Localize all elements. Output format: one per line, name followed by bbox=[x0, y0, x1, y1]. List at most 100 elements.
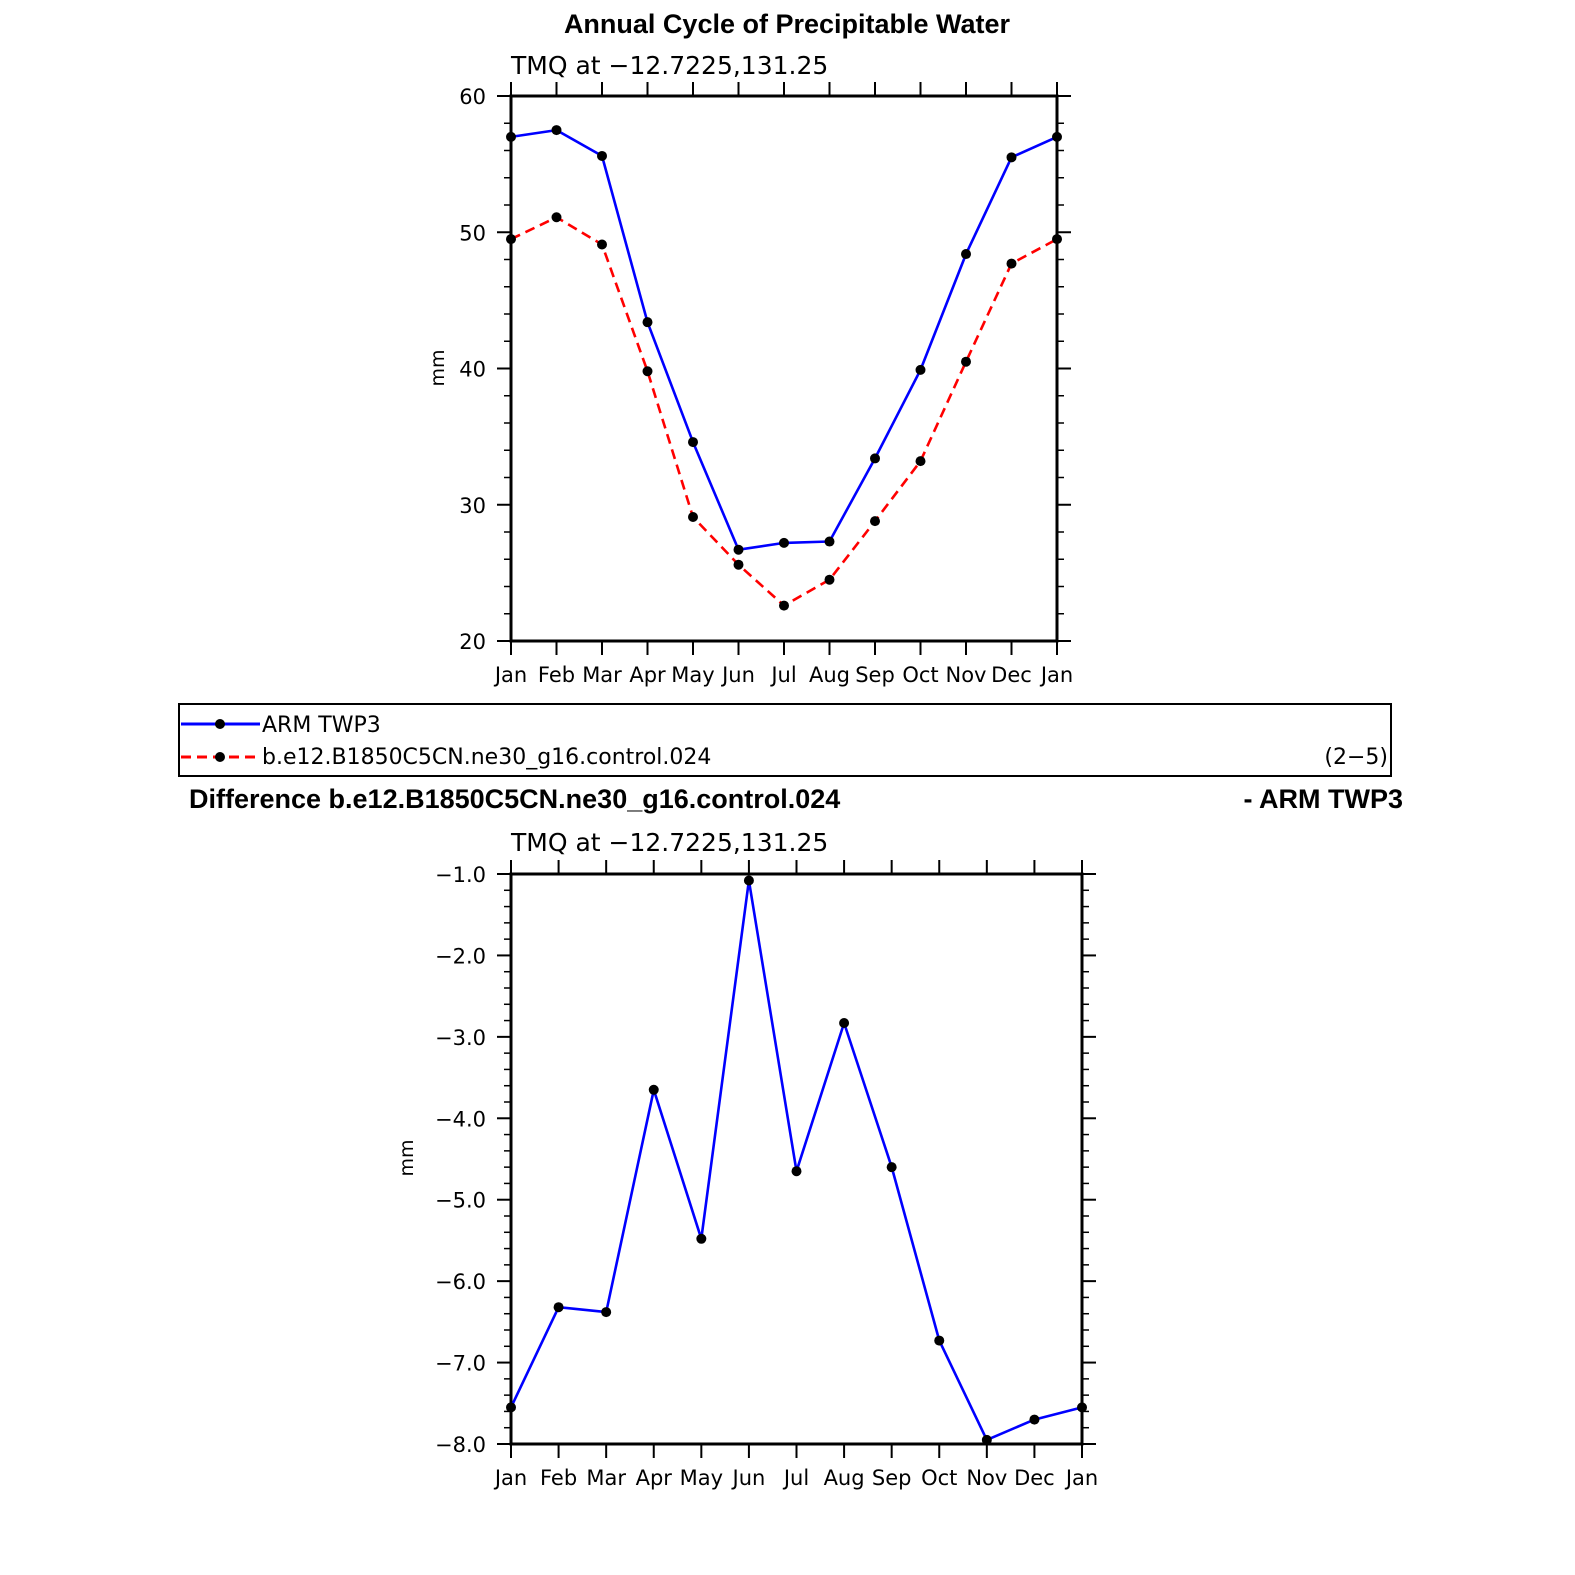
y-tick-label: 30 bbox=[459, 494, 486, 518]
y-tick-label: −3.0 bbox=[435, 1026, 486, 1050]
data-point bbox=[824, 536, 835, 547]
data-point bbox=[688, 512, 698, 523]
x-tick-label: Dec bbox=[991, 663, 1032, 687]
plot-frame bbox=[509, 94, 1059, 643]
data-point bbox=[648, 1084, 659, 1095]
y-tick-label: 60 bbox=[459, 85, 486, 109]
data-point bbox=[506, 131, 516, 142]
data-point bbox=[1006, 258, 1017, 269]
data-point bbox=[1052, 131, 1062, 142]
data-point bbox=[779, 600, 789, 611]
x-tick-label: Oct bbox=[921, 1466, 957, 1490]
x-tick-label: Apr bbox=[636, 1466, 673, 1490]
chart-subtitle: TMQ at −12.7225,131.25 bbox=[510, 51, 828, 80]
y-tick-label: 40 bbox=[459, 358, 486, 382]
data-point bbox=[1052, 234, 1062, 245]
legend-entry-model: b.e12.B1850C5CN.ne30_g16.control.024 bbox=[262, 745, 711, 770]
data-point bbox=[506, 1402, 516, 1413]
data-point bbox=[934, 1335, 945, 1346]
x-tick-label: Feb bbox=[540, 1466, 577, 1490]
y-axis-label: mm bbox=[427, 349, 449, 386]
x-tick-label: Jun bbox=[731, 1466, 766, 1490]
data-point bbox=[553, 1302, 564, 1313]
x-tick-label: Jun bbox=[720, 663, 755, 687]
difference-title-suffix: - ARM TWP3 bbox=[1244, 784, 1403, 814]
data-point bbox=[601, 1307, 612, 1318]
series-group bbox=[506, 125, 1062, 611]
data-point bbox=[824, 574, 835, 585]
x-tick-label: Mar bbox=[586, 1466, 626, 1490]
x-tick-label: May bbox=[680, 1466, 723, 1490]
axes: Jan Feb Mar Apr May Jun Jul Aug Sep Oct Nov Dec Jan−… bbox=[435, 860, 1098, 1490]
data-point bbox=[733, 544, 744, 555]
data-point bbox=[961, 356, 971, 367]
data-point bbox=[642, 366, 653, 377]
data-point bbox=[597, 150, 607, 161]
legend-frame bbox=[178, 703, 1392, 777]
x-tick-label: Jul bbox=[782, 1466, 809, 1490]
series-group bbox=[506, 875, 1087, 1445]
x-tick-label: Oct bbox=[902, 663, 938, 687]
data-point bbox=[886, 1162, 897, 1173]
series-line bbox=[509, 879, 1083, 1442]
data-point bbox=[642, 317, 653, 328]
x-tick-label: Feb bbox=[538, 663, 575, 687]
axes: Jan Feb Mar Apr May Jun Jul Aug Sep Oct Nov Dec Jan 2… bbox=[459, 82, 1073, 687]
plot-frame bbox=[509, 872, 1084, 1446]
x-tick-label: Nov bbox=[946, 663, 987, 687]
legend: ARM TWP3 b.e12.B1850C5CN.ne30_g16.contro… bbox=[178, 703, 1392, 777]
chart-subtitle: TMQ at −12.7225,131.25 bbox=[510, 828, 828, 857]
data-point bbox=[870, 453, 880, 464]
y-tick-label: 20 bbox=[459, 630, 486, 654]
data-point bbox=[551, 212, 562, 223]
difference-title: Difference b.e12.B1850C5CN.ne30_g16.cont… bbox=[189, 784, 840, 814]
figure-title: Annual Cycle of Precipitable Water bbox=[564, 9, 1011, 39]
data-point bbox=[915, 456, 926, 467]
x-tick-label: Sep bbox=[872, 1466, 912, 1490]
x-tick-label: Jan bbox=[493, 1466, 527, 1490]
x-tick-label: Apr bbox=[629, 663, 666, 687]
data-point bbox=[779, 537, 789, 548]
x-tick-label: Jul bbox=[769, 663, 796, 687]
data-point bbox=[597, 239, 607, 250]
x-tick-label: Jan bbox=[1064, 1466, 1098, 1490]
data-point bbox=[506, 234, 516, 245]
data-point bbox=[1006, 152, 1017, 163]
x-tick-label: Mar bbox=[582, 663, 622, 687]
data-point bbox=[1077, 1402, 1087, 1413]
x-tick-label: Jan bbox=[1039, 663, 1073, 687]
legend-marker-arm bbox=[215, 719, 225, 729]
x-tick-label: Jan bbox=[493, 663, 527, 687]
legend-tag: (2−5) bbox=[1324, 745, 1388, 770]
x-tick-label: Sep bbox=[855, 663, 895, 687]
data-point bbox=[1029, 1414, 1040, 1425]
data-point bbox=[743, 875, 754, 886]
data-point bbox=[961, 249, 971, 260]
data-point bbox=[981, 1434, 992, 1445]
difference-chart: TMQ at −12.7225,131.25 mm Jan Feb Mar Apr Ma… bbox=[396, 828, 1098, 1490]
y-tick-label: −5.0 bbox=[435, 1189, 486, 1213]
data-point bbox=[791, 1166, 802, 1177]
legend-entry-arm: ARM TWP3 bbox=[262, 713, 381, 738]
data-point bbox=[733, 559, 744, 570]
y-tick-label: −8.0 bbox=[435, 1433, 486, 1457]
y-tick-label: −2.0 bbox=[435, 944, 486, 968]
x-tick-label: Aug bbox=[824, 1466, 865, 1490]
y-tick-label: −4.0 bbox=[435, 1107, 486, 1131]
x-tick-label: Dec bbox=[1014, 1466, 1055, 1490]
y-tick-label: −7.0 bbox=[435, 1352, 486, 1376]
data-point bbox=[915, 364, 926, 375]
y-tick-label: 50 bbox=[459, 221, 486, 245]
data-point bbox=[839, 1018, 850, 1029]
annual-cycle-chart: TMQ at −12.7225,131.25 mm Jan Feb Mar Apr Ma… bbox=[427, 51, 1073, 687]
x-tick-label: May bbox=[671, 663, 714, 687]
data-point bbox=[870, 516, 880, 527]
y-tick-label: −6.0 bbox=[435, 1270, 486, 1294]
data-point bbox=[551, 125, 562, 136]
y-tick-label: −1.0 bbox=[435, 863, 486, 887]
y-axis-label: mm bbox=[396, 1139, 418, 1176]
legend-marker-model bbox=[215, 752, 225, 762]
data-point bbox=[696, 1233, 707, 1244]
data-point bbox=[688, 437, 698, 448]
